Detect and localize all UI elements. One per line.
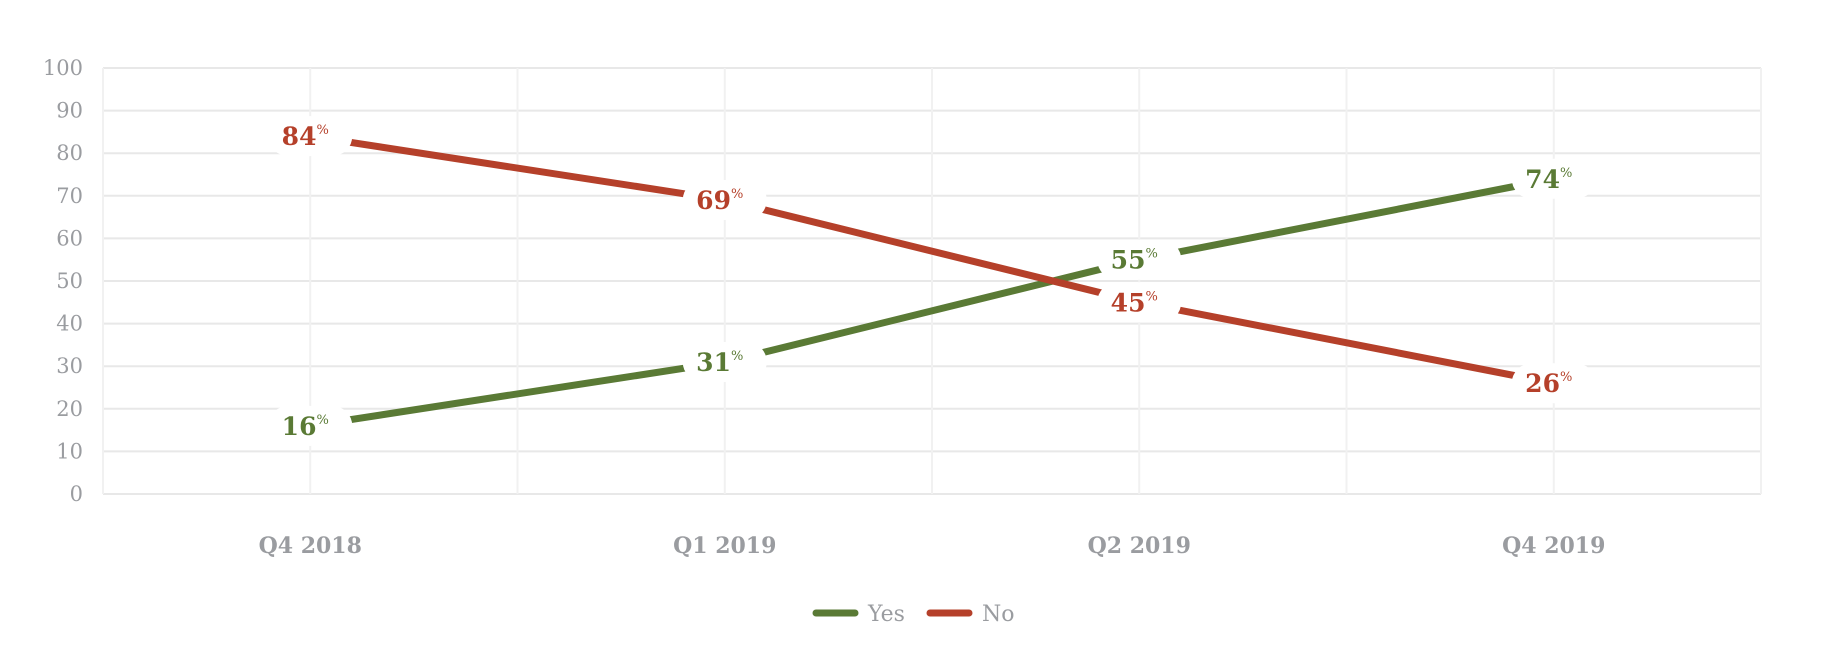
data-label-value: 31	[696, 348, 731, 377]
data-label-background	[1097, 239, 1182, 280]
x-tick-label: Q4 2019	[1502, 533, 1605, 559]
data-label-no: 45%	[1111, 288, 1158, 317]
y-tick-label: 20	[56, 397, 83, 421]
data-label-yes: 31%	[696, 348, 743, 377]
data-label-yes: 74%	[1525, 165, 1572, 194]
y-tick-label: 60	[56, 226, 83, 250]
data-label-background	[1097, 282, 1182, 323]
y-tick-label: 40	[56, 312, 83, 336]
y-tick-label: 90	[56, 99, 83, 123]
data-label-value: 26	[1525, 369, 1560, 398]
y-tick-label: 50	[56, 269, 83, 293]
legend: Yes No	[812, 602, 1015, 627]
series-lines	[309, 132, 1555, 430]
legend-label-no: No	[982, 602, 1015, 627]
data-label-value: 74	[1525, 165, 1560, 194]
data-label-value: 84	[282, 122, 317, 151]
data-label-value: 55	[1111, 246, 1146, 275]
data-label-background	[1511, 158, 1596, 199]
y-tick-label: 100	[43, 56, 83, 80]
data-label-percent-sign: %	[1145, 247, 1157, 262]
data-label-no: 26%	[1525, 369, 1572, 398]
data-label-value: 45	[1111, 288, 1146, 317]
data-label-yes: 55%	[1111, 246, 1158, 275]
data-labels: 16%31%55%74%84%69%45%26%	[268, 116, 1596, 446]
legend-label-yes: Yes	[867, 602, 905, 627]
data-label-yes: 16%	[282, 412, 329, 441]
data-label-background	[682, 341, 767, 382]
y-tick-label: 0	[70, 482, 83, 506]
y-axis: 0 10 20 30 40 50 60 70 80 90 100	[43, 56, 83, 506]
data-label-background	[1511, 363, 1596, 404]
x-tick-label: Q4 2018	[259, 533, 362, 559]
data-label-percent-sign: %	[731, 349, 743, 364]
x-axis: Q4 2018 Q1 2019 Q2 2019 Q4 2019	[259, 533, 1606, 559]
data-label-no: 69%	[696, 186, 743, 215]
data-label-percent-sign: %	[316, 123, 328, 138]
y-tick-label: 30	[56, 354, 83, 378]
data-label-percent-sign: %	[731, 187, 743, 202]
series-line-yes	[309, 175, 1555, 430]
series-line-no	[309, 132, 1555, 387]
data-label-percent-sign: %	[1145, 289, 1157, 304]
data-label-background	[682, 180, 767, 221]
grid	[102, 67, 1762, 495]
data-label-percent-sign: %	[1560, 370, 1572, 385]
data-label-value: 16	[282, 412, 317, 441]
y-tick-label: 80	[56, 141, 83, 165]
data-label-no: 84%	[282, 122, 329, 151]
y-tick-label: 10	[56, 439, 83, 463]
data-label-value: 69	[696, 186, 731, 215]
data-label-percent-sign: %	[316, 413, 328, 428]
x-tick-label: Q1 2019	[673, 533, 776, 559]
data-label-background	[268, 116, 353, 157]
data-label-percent-sign: %	[1560, 166, 1572, 181]
data-label-background	[268, 405, 353, 446]
x-tick-label: Q2 2019	[1088, 533, 1191, 559]
y-tick-label: 70	[56, 184, 83, 208]
